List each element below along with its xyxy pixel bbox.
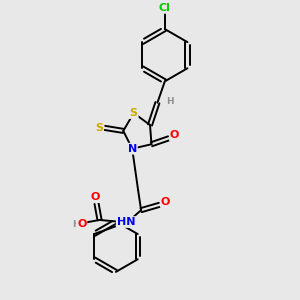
Text: H: H xyxy=(166,97,174,106)
Text: O: O xyxy=(161,197,170,207)
Text: S: S xyxy=(130,108,138,118)
Text: H: H xyxy=(72,220,80,229)
Text: HN: HN xyxy=(117,217,135,227)
Text: O: O xyxy=(77,219,86,230)
Text: Cl: Cl xyxy=(159,3,171,13)
Text: N: N xyxy=(128,144,137,154)
Text: O: O xyxy=(170,130,179,140)
Text: S: S xyxy=(95,123,103,133)
Text: O: O xyxy=(90,192,100,202)
